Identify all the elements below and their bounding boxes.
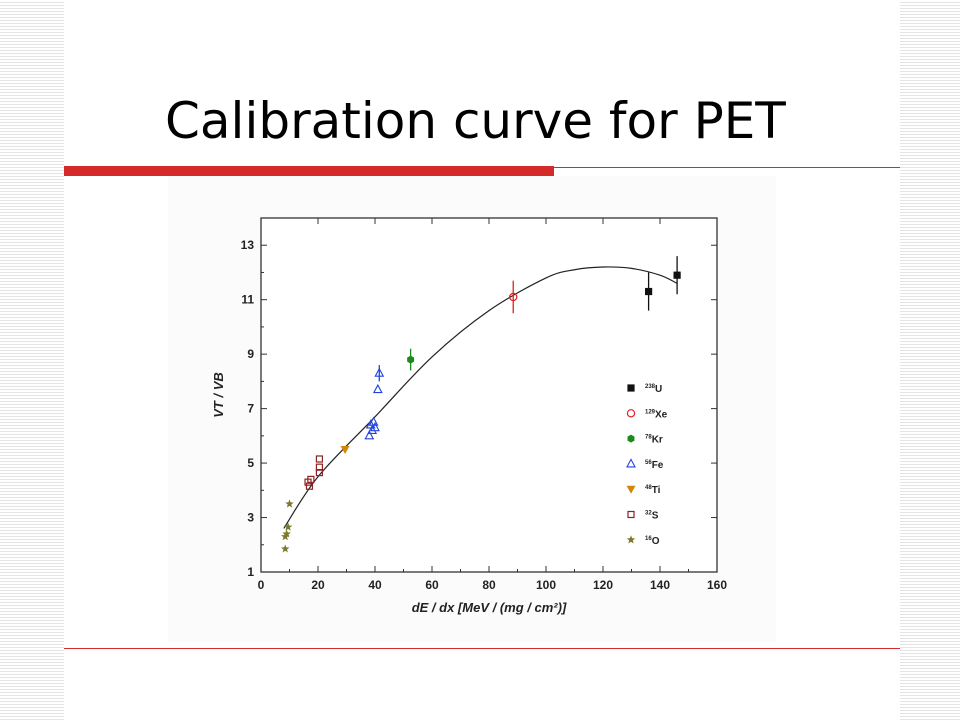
series-kr	[407, 348, 415, 371]
data-point	[372, 383, 383, 394]
legend-entry: 238U	[645, 384, 662, 395]
y-tick-label: 5	[247, 456, 254, 470]
title-underline-bar	[64, 166, 554, 176]
plot-area	[260, 217, 718, 573]
legend-entry: 78Kr	[645, 435, 663, 446]
x-axis-label: dE / dx [MeV / (mg / cm²)]	[412, 600, 567, 615]
legend-marker	[627, 510, 635, 519]
series-o	[280, 499, 294, 553]
legend-marker	[626, 409, 636, 418]
data-point	[315, 463, 324, 471]
legend-marker	[627, 384, 635, 392]
legend-entry: 129Xe	[645, 409, 668, 420]
data-point	[283, 522, 293, 531]
x-tick-label: 0	[258, 578, 265, 592]
y-tick-label: 11	[241, 293, 254, 307]
title-underline-line	[554, 167, 900, 168]
x-tick-label: 100	[536, 578, 556, 592]
legend-marker	[627, 434, 635, 443]
data-point	[307, 475, 315, 484]
x-tick-label: 60	[425, 578, 439, 592]
data-point	[305, 482, 314, 490]
slide-title: Calibration curve for PET	[165, 92, 786, 150]
data-point	[282, 529, 291, 538]
y-tick-label: 13	[241, 238, 255, 252]
fit-curve-layer	[283, 266, 678, 529]
data-point	[370, 422, 380, 432]
y-axis-label: VT / VB	[211, 372, 226, 418]
legend-marker	[626, 485, 636, 494]
data-point	[364, 430, 375, 440]
series-xe	[509, 280, 518, 314]
legend-marker	[626, 535, 636, 544]
data-point	[340, 445, 350, 454]
x-tick-label: 120	[593, 578, 613, 592]
fit-curve	[283, 266, 678, 529]
footer-rule	[64, 648, 900, 649]
data-point	[374, 367, 385, 377]
series-fe	[364, 365, 385, 440]
x-tick-label: 160	[707, 578, 727, 592]
data-point	[285, 499, 294, 508]
y-tick-label: 9	[247, 347, 254, 361]
legend-entry: 32S	[645, 511, 659, 522]
series-ti	[340, 445, 350, 454]
x-tick-label: 140	[650, 578, 670, 592]
legend-entry: 48Ti	[645, 485, 661, 496]
legend-entry: 16O	[645, 536, 660, 547]
data-point	[367, 424, 378, 434]
y-tick-label: 7	[247, 402, 254, 416]
data-point	[280, 544, 290, 553]
x-tick-label: 20	[311, 578, 325, 592]
y-tick-label: 1	[247, 565, 254, 579]
x-tick-label: 40	[368, 578, 382, 592]
data-point	[673, 271, 681, 279]
data-point	[407, 355, 415, 364]
data-point	[645, 287, 653, 296]
legend-marker	[626, 458, 636, 468]
legend-entry: 56Fe	[645, 460, 664, 471]
series-s	[304, 455, 324, 490]
series-u	[645, 256, 681, 311]
y-tick-label: 3	[247, 511, 254, 525]
data-point	[509, 292, 518, 302]
data-points	[280, 256, 681, 553]
x-tick-label: 80	[482, 578, 496, 592]
legend: 238U 129Xe 78Kr 56Fe 48Ti 32S 16O	[626, 384, 668, 547]
data-point	[315, 455, 324, 463]
